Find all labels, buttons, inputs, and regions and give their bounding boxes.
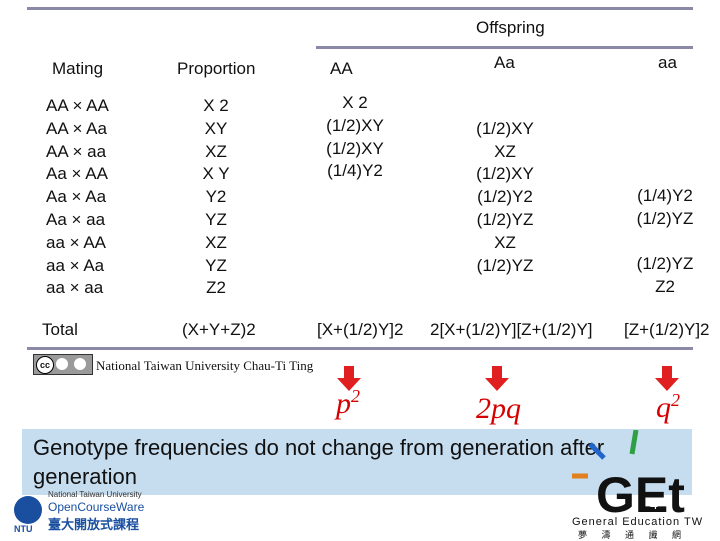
Aa-cell: XZ	[494, 232, 516, 252]
general-education-cn-label: 夢 濤 通 識 網	[578, 530, 688, 540]
cc-icon: cc	[36, 356, 54, 374]
arrow-down-icon	[485, 366, 509, 391]
get-logo-icon: GEt	[572, 430, 685, 522]
genotype-aa-header: aa	[658, 53, 677, 72]
arrow-down-icon	[655, 366, 679, 391]
aa-cell: Z2	[655, 277, 675, 297]
mating-cell: Aa × Aa	[46, 187, 107, 207]
proportion-header: Proportion	[177, 59, 256, 78]
ntu-logo-text: NTU	[14, 524, 33, 534]
Aa-cell: (1/2)XY	[476, 118, 534, 138]
proportion-cell: XZ	[205, 141, 227, 161]
mating-cell: aa × AA	[46, 232, 107, 252]
mating-cell: AA × AA	[46, 96, 109, 115]
offspring-header: Offspring	[476, 18, 545, 37]
proportion-cell: X Y	[202, 164, 230, 184]
aa-cell: (1/4)Y2	[637, 186, 693, 205]
AA-column: X 2 (1/2)XY (1/2)XY (1/4)Y2	[310, 92, 400, 183]
conclusion-banner	[22, 429, 692, 495]
Aa-cell: XZ	[494, 141, 516, 161]
mating-cell: AA × Aa	[46, 118, 107, 138]
Aa-column: (1/2)XY XZ (1/2)XY (1/2)Y2 (1/2)YZ XZ (1…	[455, 95, 555, 277]
proportion-cell: X 2	[203, 96, 229, 115]
credit-text: National Taiwan University Chau-Ti Ting	[96, 358, 314, 373]
total-AA: [X+(1/2)Y]2	[317, 320, 404, 339]
AA-cell: X 2	[342, 93, 368, 112]
p-squared-symbol: p2	[336, 386, 360, 420]
mating-cell: aa × aa	[46, 278, 104, 298]
ntu-english-label: National Taiwan University	[48, 490, 142, 499]
proportion-cell: Y2	[205, 187, 227, 207]
Aa-cell: (1/2)YZ	[476, 209, 534, 229]
proportion-cell: YZ	[205, 209, 227, 229]
arrow-down-icon	[337, 366, 361, 391]
ntu-logo-icon	[14, 496, 42, 524]
top-rule	[27, 7, 693, 10]
total-proportion: (X+Y+Z)2	[182, 320, 256, 339]
two-pq-symbol: 2pq	[476, 392, 521, 425]
mating-cell: AA × aa	[46, 141, 107, 161]
aa-cell: (1/2)YZ	[636, 208, 694, 228]
cc-license-badge: cc	[33, 354, 93, 375]
AA-cell: (1/2)XY	[326, 138, 384, 158]
conclusion-text: Genotype frequencies do not change from …	[33, 435, 605, 489]
total-label: Total	[42, 320, 78, 339]
ntu-ocw-chinese-label: 臺大開放式課程	[48, 517, 140, 532]
AA-cell: (1/4)Y2	[327, 161, 383, 181]
Aa-cell: (1/2)Y2	[477, 187, 533, 207]
aa-column: (1/4)Y2 (1/2)YZ (1/2)YZ Z2	[625, 185, 705, 299]
Aa-cell: (1/2)XY	[476, 164, 534, 184]
total-aa: [Z+(1/2)Y]2	[624, 320, 710, 339]
genotype-Aa-header: Aa	[494, 53, 515, 72]
by-icon	[56, 358, 68, 370]
mating-cell: aa × Aa	[46, 255, 105, 275]
opencourseware-label: OpenCourseWare	[48, 500, 145, 514]
proportion-cell: YZ	[205, 255, 227, 275]
genotype-AA-header: AA	[330, 59, 353, 78]
q-squared-symbol: q2	[656, 390, 680, 424]
proportion-cell: XY	[204, 118, 228, 138]
get-logo-text: GEt	[596, 467, 685, 522]
offspring-rule	[316, 46, 693, 49]
Aa-cell: (1/2)YZ	[476, 255, 534, 275]
total-Aa: 2[X+(1/2)Y][Z+(1/2)Y]	[430, 320, 593, 339]
aa-cell: (1/2)YZ	[636, 254, 694, 274]
mating-header: Mating	[52, 59, 104, 78]
proportion-cell: Z2	[206, 278, 226, 298]
mating-cell: Aa × aa	[46, 209, 106, 229]
mating-cell: Aa × AA	[46, 164, 108, 184]
proportion-cell: XZ	[205, 232, 227, 252]
proportion-column: X 2 XY XZ X Y Y2 YZ XZ YZ Z2	[186, 95, 246, 300]
nc-icon	[74, 358, 86, 370]
page-number: 4	[650, 496, 658, 512]
mating-column: AA × AA AA × Aa AA × aa Aa × AA Aa × Aa …	[46, 95, 109, 300]
general-education-label: General Education TW	[572, 516, 704, 528]
bottom-rule	[27, 347, 693, 350]
AA-cell: (1/2)XY	[326, 115, 384, 135]
